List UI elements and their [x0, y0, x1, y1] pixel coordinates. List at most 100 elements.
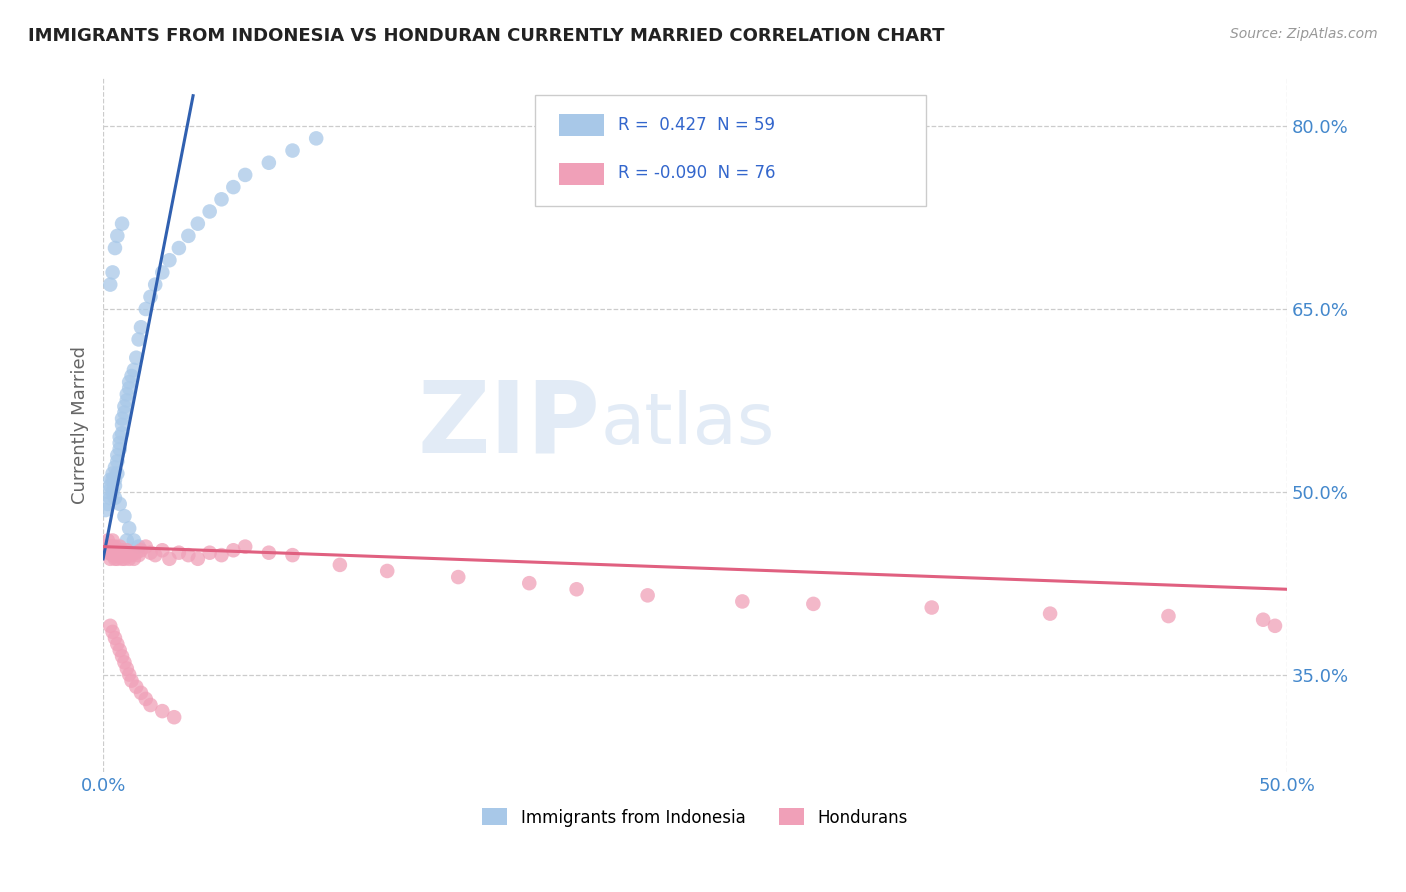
- Point: [111, 649, 134, 664]
- Point: [97, 497, 120, 511]
- Point: [128, 540, 150, 554]
- Point: [139, 698, 162, 712]
- Point: [118, 546, 141, 560]
- Point: [98, 478, 121, 492]
- Point: [104, 551, 127, 566]
- Point: [98, 277, 121, 292]
- Point: [101, 473, 124, 487]
- Point: [105, 551, 128, 566]
- Point: [233, 168, 256, 182]
- Point: [105, 454, 128, 468]
- Text: Source: ZipAtlas.com: Source: ZipAtlas.com: [1230, 27, 1378, 41]
- Point: [143, 548, 166, 562]
- Point: [105, 637, 128, 651]
- Point: [801, 597, 824, 611]
- Text: R = -0.090  N = 76: R = -0.090 N = 76: [619, 164, 776, 182]
- Point: [115, 533, 138, 548]
- Point: [118, 375, 141, 389]
- Point: [128, 548, 150, 562]
- Point: [114, 546, 136, 560]
- Point: [143, 277, 166, 292]
- Point: [101, 533, 124, 548]
- Point: [104, 631, 127, 645]
- Point: [150, 543, 173, 558]
- Point: [111, 551, 134, 566]
- Point: [105, 543, 128, 558]
- Point: [98, 551, 121, 566]
- Point: [94, 503, 117, 517]
- Point: [167, 241, 190, 255]
- Point: [114, 400, 136, 414]
- Point: [281, 144, 304, 158]
- Legend: Immigrants from Indonesia, Hondurans: Immigrants from Indonesia, Hondurans: [475, 802, 914, 833]
- Point: [97, 484, 120, 499]
- Point: [125, 351, 148, 365]
- Point: [115, 661, 138, 675]
- Point: [565, 582, 588, 597]
- Point: [101, 548, 124, 562]
- Point: [233, 540, 256, 554]
- Point: [139, 290, 162, 304]
- Text: IMMIGRANTS FROM INDONESIA VS HONDURAN CURRENTLY MARRIED CORRELATION CHART: IMMIGRANTS FROM INDONESIA VS HONDURAN CU…: [28, 27, 945, 45]
- Point: [1039, 607, 1062, 621]
- Point: [122, 363, 145, 377]
- Point: [97, 546, 120, 560]
- Point: [921, 600, 943, 615]
- Point: [104, 473, 127, 487]
- Point: [177, 228, 200, 243]
- Point: [122, 551, 145, 566]
- Point: [104, 478, 127, 492]
- Point: [198, 546, 221, 560]
- Point: [257, 155, 280, 169]
- Point: [101, 540, 124, 554]
- Point: [108, 430, 131, 444]
- Bar: [558, 114, 603, 136]
- Point: [108, 643, 131, 657]
- Point: [101, 265, 124, 279]
- Point: [105, 548, 128, 562]
- Point: [97, 533, 120, 548]
- Point: [177, 548, 200, 562]
- Point: [329, 558, 352, 572]
- Point: [122, 533, 145, 548]
- Point: [105, 448, 128, 462]
- Point: [104, 546, 127, 560]
- Point: [129, 543, 152, 558]
- Point: [129, 320, 152, 334]
- Point: [115, 543, 138, 558]
- Point: [111, 217, 134, 231]
- Point: [114, 551, 136, 566]
- Point: [211, 192, 233, 206]
- Point: [105, 228, 128, 243]
- Point: [98, 619, 121, 633]
- Text: R =  0.427  N = 59: R = 0.427 N = 59: [619, 116, 775, 134]
- Point: [125, 680, 148, 694]
- Point: [150, 704, 173, 718]
- Point: [111, 411, 134, 425]
- Point: [104, 460, 127, 475]
- Point: [375, 564, 398, 578]
- Y-axis label: Currently Married: Currently Married: [72, 346, 89, 504]
- Text: ZIP: ZIP: [418, 376, 600, 474]
- Point: [101, 484, 124, 499]
- Point: [135, 692, 157, 706]
- Point: [98, 546, 121, 560]
- Point: [98, 473, 121, 487]
- Point: [101, 624, 124, 639]
- Point: [187, 551, 209, 566]
- Point: [118, 667, 141, 681]
- Point: [198, 204, 221, 219]
- Point: [105, 467, 128, 481]
- Point: [211, 548, 233, 562]
- Point: [281, 548, 304, 562]
- Point: [115, 387, 138, 401]
- Point: [125, 546, 148, 560]
- Point: [104, 241, 127, 255]
- Point: [157, 551, 180, 566]
- Point: [108, 442, 131, 456]
- Point: [98, 491, 121, 505]
- Point: [129, 686, 152, 700]
- Point: [118, 521, 141, 535]
- Point: [257, 546, 280, 560]
- Point: [121, 369, 143, 384]
